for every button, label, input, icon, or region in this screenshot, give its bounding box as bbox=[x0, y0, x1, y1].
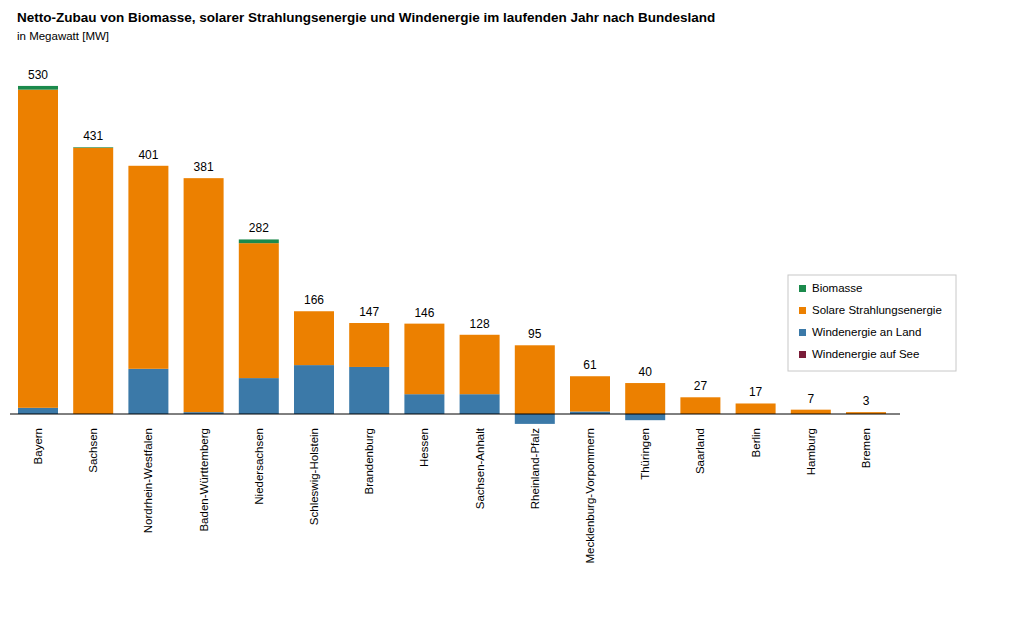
category-label: Hessen bbox=[418, 428, 430, 467]
total-label: 381 bbox=[194, 160, 214, 174]
bar-segment bbox=[294, 311, 334, 312]
total-label: 431 bbox=[83, 129, 103, 143]
subtitle: in Megawatt [MW] bbox=[17, 30, 109, 42]
total-label: 147 bbox=[359, 305, 379, 319]
bar-segment bbox=[680, 397, 720, 414]
legend-swatch bbox=[799, 307, 806, 314]
total-label: 3 bbox=[863, 394, 870, 408]
bar-segment bbox=[128, 165, 168, 166]
bar-segment bbox=[184, 178, 224, 179]
bar-segment bbox=[184, 178, 224, 412]
legend-label: Biomasse bbox=[812, 282, 863, 294]
bar-segment bbox=[73, 147, 113, 149]
bar-segment bbox=[625, 383, 665, 384]
total-label: 7 bbox=[807, 392, 814, 406]
bar-segment bbox=[349, 323, 389, 367]
legend: Biomasse Solare Strahlungsenergie Windener… bbox=[788, 275, 956, 371]
total-label: 27 bbox=[694, 379, 708, 393]
legend-swatch bbox=[799, 329, 806, 336]
category-label: Bayern bbox=[32, 428, 44, 464]
category-label: Mecklenburg-Vorpommern bbox=[584, 428, 596, 564]
bar-segment bbox=[404, 323, 444, 324]
category-label: Bremen bbox=[860, 428, 872, 468]
category-label: Saarland bbox=[694, 428, 706, 474]
chart: Netto-Zubau von Biomasse, solarer Strahl… bbox=[0, 0, 1024, 632]
bar-segment bbox=[349, 367, 389, 414]
bar-segment bbox=[625, 414, 665, 420]
bar-segment bbox=[460, 394, 500, 414]
bar-segment bbox=[128, 369, 168, 414]
title: Netto-Zubau von Biomasse, solarer Strahl… bbox=[17, 10, 715, 25]
bar-segment bbox=[736, 403, 776, 404]
total-label: 95 bbox=[528, 327, 542, 341]
baseline bbox=[10, 414, 900, 415]
total-label: 40 bbox=[639, 365, 653, 379]
bar-segment bbox=[680, 397, 720, 398]
category-label: Thüringen bbox=[639, 428, 651, 480]
bar-segment bbox=[404, 324, 444, 395]
bar-segment bbox=[791, 410, 831, 414]
legend-swatch bbox=[799, 351, 806, 358]
bar-segment bbox=[404, 394, 444, 414]
category-label: Niedersachsen bbox=[253, 428, 265, 505]
category-label: Rheinland-Pfalz bbox=[529, 428, 541, 509]
bar-segment bbox=[73, 148, 113, 414]
total-label: 166 bbox=[304, 293, 324, 307]
bar-segment bbox=[460, 335, 500, 394]
category-label: Hamburg bbox=[805, 428, 817, 475]
legend-box bbox=[788, 275, 956, 371]
bar-segment bbox=[239, 239, 279, 243]
bar-segment bbox=[294, 365, 334, 414]
bar-segment bbox=[791, 409, 831, 410]
bar-segment bbox=[294, 311, 334, 365]
total-label: 282 bbox=[249, 221, 269, 235]
bar-segment bbox=[625, 383, 665, 414]
bar-segment bbox=[515, 414, 555, 424]
total-label: 61 bbox=[583, 358, 597, 372]
legend-label: Windenergie an Land bbox=[812, 326, 921, 338]
category-label: Baden-Württemberg bbox=[198, 428, 210, 532]
bar-segment bbox=[460, 334, 500, 335]
bar-segment bbox=[736, 403, 776, 414]
bar-segment bbox=[18, 86, 58, 90]
category-label: Sachsen-Anhalt bbox=[474, 427, 486, 509]
legend-label: Solare Strahlungsenergie bbox=[812, 304, 942, 316]
bar-segment bbox=[18, 90, 58, 408]
category-label: Sachsen bbox=[87, 428, 99, 473]
legend-swatch bbox=[799, 285, 806, 292]
category-label: Schleswig-Holstein bbox=[308, 428, 320, 525]
total-label: 146 bbox=[414, 306, 434, 320]
bar-segment bbox=[18, 408, 58, 414]
bar-segment bbox=[239, 378, 279, 414]
category-label: Nordrhein-Westfalen bbox=[142, 428, 154, 533]
category-label: Brandenburg bbox=[363, 428, 375, 495]
legend-label: Windenergie auf See bbox=[812, 348, 919, 360]
bar-segment bbox=[515, 345, 555, 346]
bar-segment bbox=[570, 376, 610, 411]
total-label: 17 bbox=[749, 385, 763, 399]
bar-segment bbox=[846, 412, 886, 413]
bar-segment bbox=[515, 345, 555, 414]
bar-segment bbox=[128, 166, 168, 369]
total-label: 401 bbox=[138, 148, 158, 162]
bar-segment bbox=[239, 243, 279, 378]
bar-segment bbox=[349, 323, 389, 324]
category-label: Berlin bbox=[750, 428, 762, 457]
total-label: 128 bbox=[470, 317, 490, 331]
bar-segment bbox=[570, 376, 610, 377]
total-label: 530 bbox=[28, 68, 48, 82]
bars bbox=[18, 86, 886, 424]
